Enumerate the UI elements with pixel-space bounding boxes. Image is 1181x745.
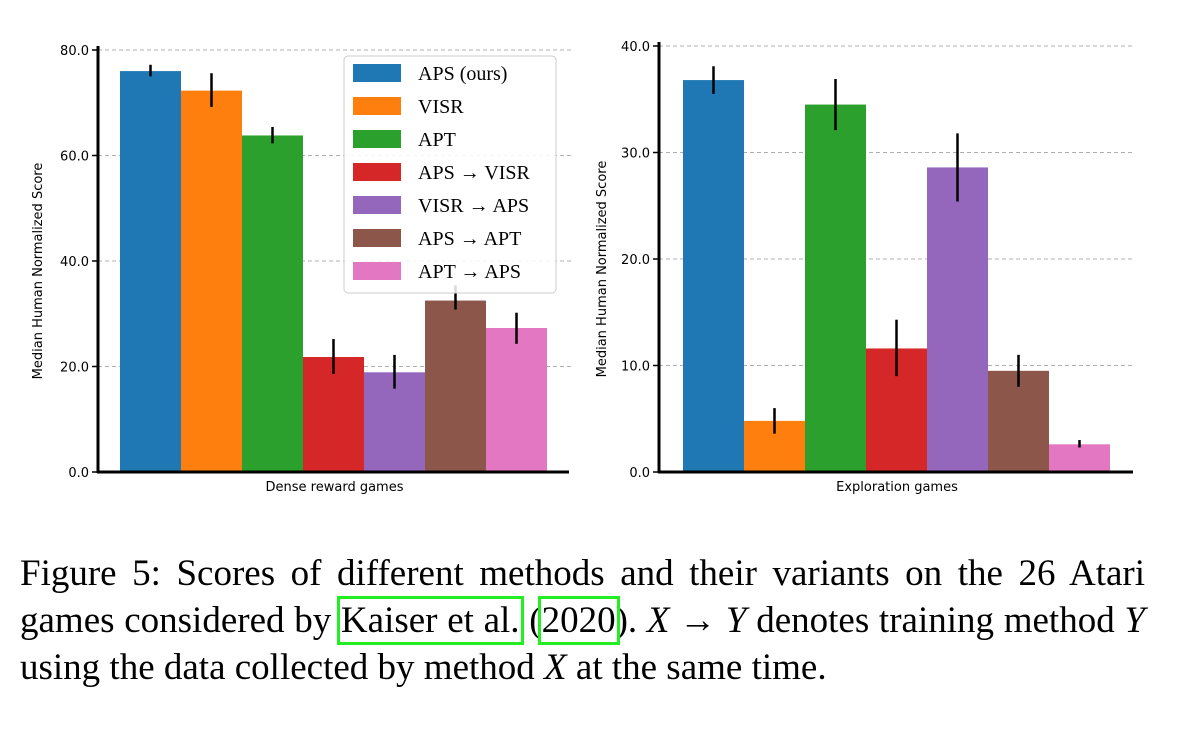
legend-label: APS → APT xyxy=(418,228,521,250)
legend-label: VISR → APS xyxy=(418,195,529,217)
legend-label: APT xyxy=(418,129,456,151)
bar-3 xyxy=(303,357,364,472)
y-tick-label: 0.0 xyxy=(629,466,650,481)
bar-6 xyxy=(1049,444,1110,472)
y-tick-label: 60.0 xyxy=(60,150,89,165)
caption-suffix: at the same time. xyxy=(566,647,827,688)
bar-4 xyxy=(364,372,425,472)
legend-label: APS → VISR xyxy=(418,162,531,184)
legend-label: VISR xyxy=(418,96,464,118)
caption-var-x: X xyxy=(646,600,670,641)
legend-swatch xyxy=(353,262,401,280)
bar-0 xyxy=(683,80,744,472)
legend-swatch xyxy=(353,64,401,82)
caption-arrow: → xyxy=(669,600,726,641)
legend-swatch xyxy=(353,130,401,148)
bar-4 xyxy=(927,167,988,472)
figure-caption: Figure 5: Scores of different methods an… xyxy=(20,550,1145,691)
y-tick-label: 0.0 xyxy=(68,466,89,481)
caption-var-y2: Y xyxy=(1124,600,1145,641)
caption-var-y: Y xyxy=(725,600,747,641)
y-tick-label: 20.0 xyxy=(621,253,650,268)
legend-swatch xyxy=(353,97,401,115)
legend-swatch xyxy=(353,229,401,247)
bar-0 xyxy=(120,71,181,472)
bar-2 xyxy=(805,104,866,472)
y-axis-label: Median Human Normalized Score xyxy=(31,163,46,380)
bar-5 xyxy=(988,370,1049,472)
y-tick-label: 80.0 xyxy=(60,44,89,59)
chart-dense-reward: 0.0 20.0 40.0 60.0 80.0 Dense reward games Med… xyxy=(31,44,571,495)
chart-exploration: 0.0 10.0 20.0 30.0 40.0 Exploration games Medi… xyxy=(595,40,1135,495)
y-axis-label: Median Human Normalized Score xyxy=(595,161,610,378)
legend-label: APT → APS xyxy=(418,261,521,283)
x-axis-label: Exploration games xyxy=(836,480,958,495)
y-tick-label: 40.0 xyxy=(60,255,89,270)
caption-cite-open: ( xyxy=(519,600,542,641)
caption-prefix: Figure 5: Scores of different methods an… xyxy=(20,553,1145,641)
legend: APS (ours) VISR APT APS → VISR VISR → APS APS… xyxy=(343,55,557,294)
citation-author-link[interactable]: Kaiser et al. xyxy=(336,596,524,645)
y-tick-label: 10.0 xyxy=(621,360,650,375)
y-tick-label: 40.0 xyxy=(621,40,650,55)
legend-swatch xyxy=(353,196,401,214)
caption-mid2: using the data collected by method xyxy=(20,647,545,688)
caption-var-x2: X xyxy=(544,647,567,688)
bar-2 xyxy=(242,135,303,472)
y-tick-label: 30.0 xyxy=(621,147,650,162)
bar-6 xyxy=(486,327,547,472)
caption-cite-close: ). xyxy=(615,600,647,641)
x-axis-label: Dense reward games xyxy=(266,480,404,495)
bar-1 xyxy=(181,90,242,473)
citation-year-link[interactable]: 2020 xyxy=(537,596,620,645)
bar-5 xyxy=(425,300,486,472)
legend-label: APS (ours) xyxy=(418,63,507,85)
y-tick-label: 20.0 xyxy=(60,361,89,376)
legend-swatch xyxy=(353,163,401,181)
caption-mid1: denotes training method xyxy=(746,600,1125,641)
figure-charts: 0.0 20.0 40.0 60.0 80.0 Dense reward games Med… xyxy=(31,40,1135,495)
